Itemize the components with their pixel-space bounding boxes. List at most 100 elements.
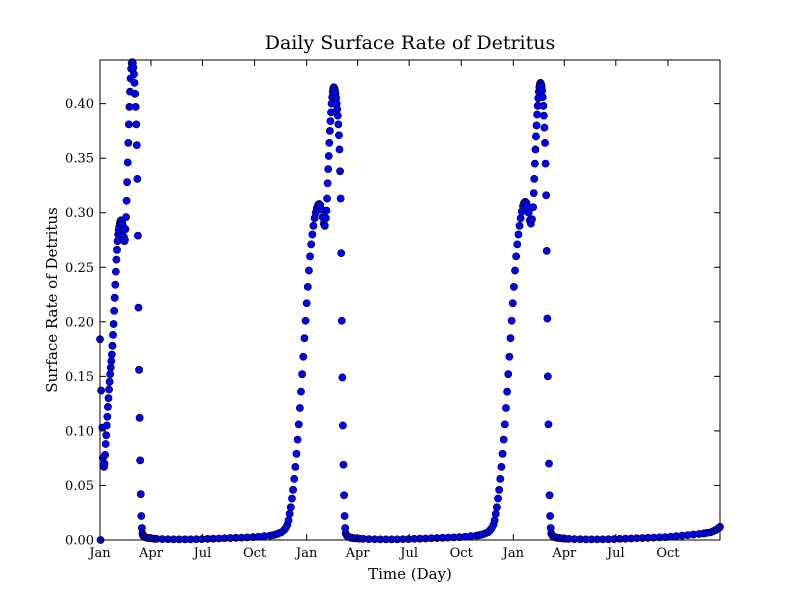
y-axis: 0.00 0.05 0.10 0.15 0.20 0.25 0.30 0.35 0.40	[65, 97, 720, 549]
y-tick-label: 0.00	[65, 534, 94, 549]
data-point	[514, 230, 523, 239]
data-point	[510, 283, 518, 291]
data-point	[496, 475, 505, 483]
data-point	[108, 341, 117, 350]
data-point	[543, 314, 552, 323]
data-point	[303, 283, 312, 291]
data-point	[107, 357, 116, 365]
data-point	[135, 413, 144, 422]
data-point	[507, 316, 516, 325]
data-point	[504, 370, 513, 379]
x-axis-label: Time (Day)	[368, 565, 452, 583]
x-tick-label: Apr	[138, 546, 164, 561]
data-point	[102, 431, 111, 440]
data-point	[545, 491, 554, 500]
data-point	[490, 516, 499, 525]
data-point	[285, 509, 294, 518]
x-tick-label: Jul	[192, 546, 212, 561]
data-point	[530, 175, 539, 183]
data-point	[135, 365, 143, 374]
data-point	[538, 86, 547, 95]
data-point	[324, 152, 333, 160]
x-tick-label: Apr	[345, 546, 371, 561]
data-point	[337, 316, 346, 325]
data-point	[107, 350, 116, 359]
data-point	[134, 303, 143, 312]
data-point	[499, 435, 508, 444]
data-point	[322, 214, 330, 223]
data-point	[121, 236, 129, 244]
data-point	[540, 123, 549, 132]
data-point	[104, 394, 113, 403]
data-point	[542, 191, 551, 200]
data-point	[129, 63, 138, 72]
data-point	[532, 121, 541, 130]
data-point	[284, 516, 293, 525]
x-tick-label: Oct	[450, 546, 474, 561]
data-point	[500, 420, 509, 429]
y-tick-label: 0.10	[65, 424, 94, 439]
x-tick-label: Jul	[398, 546, 418, 561]
data-point	[325, 127, 334, 135]
data-point	[512, 252, 521, 261]
data-point	[532, 132, 540, 141]
data-point	[134, 231, 142, 240]
data-point	[546, 512, 555, 520]
y-tick-label: 0.30	[65, 206, 94, 221]
data-point	[327, 108, 335, 117]
data-point	[113, 245, 121, 254]
data-point	[302, 299, 311, 308]
data-point	[130, 79, 139, 87]
data-point	[335, 131, 343, 140]
data-point	[132, 120, 141, 129]
data-point	[322, 206, 331, 215]
data-point	[295, 404, 304, 412]
data-point	[101, 451, 109, 459]
data-point	[515, 221, 524, 230]
data-point	[340, 512, 349, 520]
data-point	[543, 372, 552, 381]
data-point	[508, 299, 517, 308]
data-point	[513, 240, 522, 249]
data-point	[338, 421, 347, 430]
data-point	[309, 221, 318, 230]
x-axis: Jan Apr Jul Oct Jan Apr Jul Oct Jan Apr Jul Oct	[87, 60, 680, 561]
data-point	[540, 111, 548, 120]
x-tick-label: Jan	[87, 546, 111, 561]
data-point	[533, 110, 542, 119]
data-point	[333, 111, 342, 120]
data-point	[506, 334, 515, 343]
data-point	[524, 208, 533, 217]
data-point	[335, 145, 344, 154]
data-point	[110, 293, 119, 302]
data-point	[497, 463, 506, 471]
data-point	[288, 494, 296, 503]
data-point	[528, 215, 536, 224]
data-point	[293, 435, 302, 444]
data-point	[502, 404, 510, 412]
data-point	[505, 352, 514, 361]
data-point	[106, 363, 115, 372]
data-point	[541, 159, 550, 168]
data-point	[111, 267, 120, 276]
data-point	[503, 387, 512, 396]
data-point	[290, 475, 299, 483]
data-point	[308, 230, 317, 239]
data-point	[109, 331, 117, 339]
data-point	[491, 509, 500, 518]
data-point	[124, 120, 133, 129]
data-point	[291, 463, 300, 471]
data-point	[100, 459, 109, 468]
data-point	[104, 403, 112, 411]
data-point	[498, 449, 507, 458]
data-point	[545, 459, 553, 468]
x-tick-label: Jan	[501, 546, 525, 561]
data-point	[340, 491, 348, 500]
data-point	[132, 141, 141, 149]
data-point	[105, 377, 114, 386]
chart-title: Daily Surface Rate of Detritus	[265, 32, 556, 54]
data-point	[110, 307, 119, 315]
data-point	[544, 420, 553, 429]
data-point	[298, 370, 307, 379]
